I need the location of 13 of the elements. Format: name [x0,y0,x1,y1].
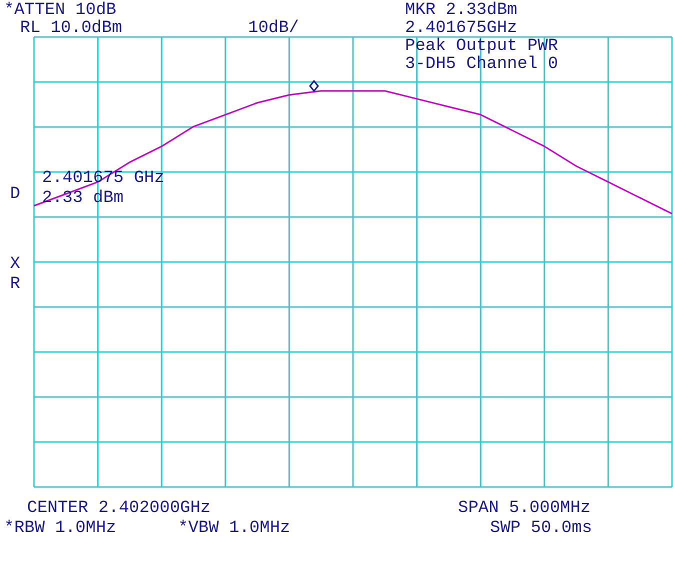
text: *VBW 1.0MHz [178,519,290,538]
text: 2.401675GHz [405,19,518,38]
text: *ATTEN 10dB [4,1,116,20]
text: 10dB/ [248,19,300,38]
text: RL 10.0dBm [20,19,122,38]
text: CENTER 2.402000GHz [27,499,211,518]
text: *RBW 1.0MHz [4,519,116,538]
text: X [10,255,20,274]
text: R [10,275,20,294]
text: MKR 2.33dBm [405,1,518,20]
text: SPAN 5.000MHz [458,499,591,518]
text: D [10,185,20,204]
text: SWP 50.0ms [490,519,592,538]
